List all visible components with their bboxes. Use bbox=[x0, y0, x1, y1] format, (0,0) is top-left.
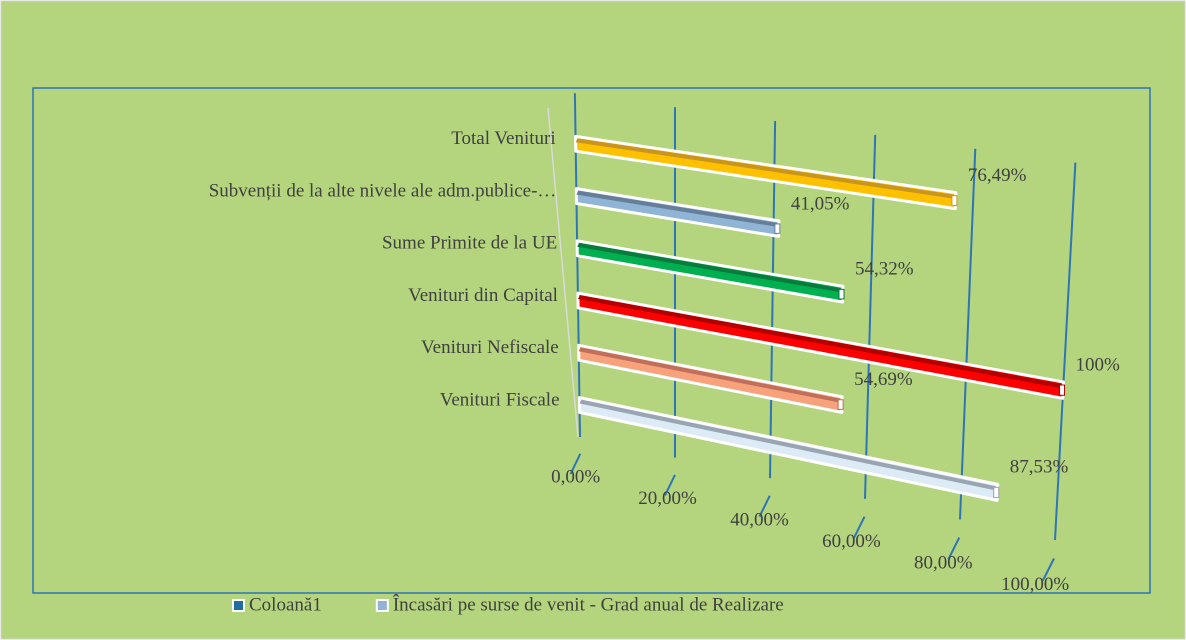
legend-swatch bbox=[375, 599, 389, 612]
y-tick-label: Total Venituri bbox=[451, 128, 555, 149]
legend-label: Încasări pe surse de venit - Grad anual … bbox=[393, 593, 784, 615]
y-tick-label: Sume Primite de la UE bbox=[382, 233, 557, 254]
bar-top bbox=[578, 347, 842, 403]
bar-cap bbox=[993, 486, 1000, 498]
bar-cap bbox=[838, 288, 845, 300]
bar-top bbox=[575, 138, 956, 199]
bar-top bbox=[578, 295, 1064, 389]
x-tick-label: 40,00% bbox=[730, 510, 789, 531]
data-label: 41,05% bbox=[791, 193, 850, 214]
bar-cap bbox=[1059, 384, 1066, 396]
tick-mark bbox=[758, 495, 771, 518]
y-tick-label: Venituri Fiscale bbox=[440, 389, 560, 410]
tick-mark bbox=[664, 474, 676, 496]
data-label: 76,49% bbox=[968, 165, 1027, 186]
x-tick-label: 0,00% bbox=[551, 467, 600, 488]
x-tick-label: 20,00% bbox=[638, 488, 697, 509]
tick-mark bbox=[569, 453, 582, 475]
bars bbox=[574, 134, 1066, 502]
tick-mark bbox=[947, 537, 961, 560]
bar-cap bbox=[837, 399, 844, 410]
legend-swatch bbox=[232, 599, 245, 612]
x-tick-label: 60,00% bbox=[822, 531, 881, 552]
y-tick-label: Subvenții de la alte nivele ale adm.publ… bbox=[209, 180, 557, 201]
category-axis bbox=[547, 107, 579, 438]
tick-mark bbox=[853, 516, 866, 539]
bar-cap bbox=[774, 223, 781, 234]
tick-mark bbox=[1041, 558, 1055, 582]
data-label: 87,53% bbox=[1010, 457, 1069, 478]
y-tick-label: Venituri din Capital bbox=[408, 285, 558, 306]
plot-frame bbox=[32, 87, 1151, 594]
bar-top bbox=[577, 242, 843, 293]
labels: 0,00% 20,00% 40,00% 60,00% 80,00% 100,00% Tota… bbox=[209, 128, 1120, 595]
legend-label: Coloană1 bbox=[249, 594, 322, 615]
legend: Coloană1 Încasări pe surse de venit - Gra… bbox=[232, 593, 784, 615]
x-tick-label: 80,00% bbox=[914, 553, 973, 574]
data-label: 54,32% bbox=[855, 259, 914, 280]
bar-top bbox=[579, 399, 998, 491]
x-tick-label: 100,00% bbox=[1001, 574, 1069, 595]
bar-top bbox=[576, 190, 779, 228]
data-label: 54,69% bbox=[854, 369, 913, 390]
grid-line bbox=[959, 148, 977, 520]
grid-line bbox=[1054, 162, 1077, 541]
data-label: 100% bbox=[1076, 354, 1121, 375]
y-tick-label: Venituri Nefiscale bbox=[421, 337, 559, 358]
bar-cap bbox=[951, 195, 958, 207]
